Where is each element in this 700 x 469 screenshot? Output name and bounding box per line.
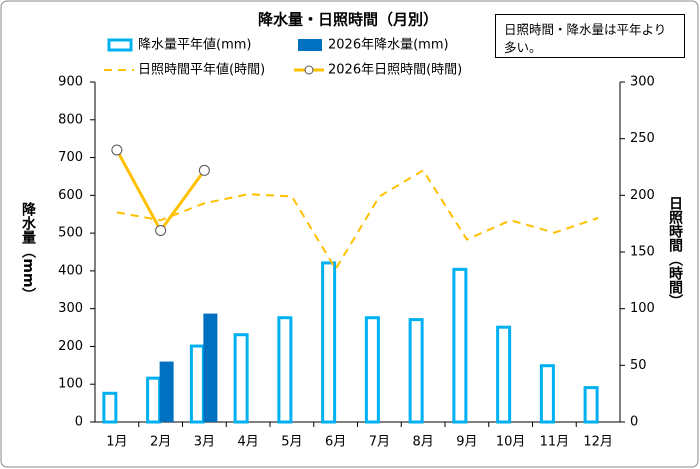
y-axis-label: 降水量（mm）: [20, 202, 37, 302]
x-tick-label: 10月: [496, 435, 526, 450]
x-tick-label: 12月: [583, 435, 613, 450]
x-tick-label: 8月: [412, 435, 433, 450]
legend-label: 2026年日照時間(時間): [328, 63, 462, 78]
y2-tick-label: 150: [630, 245, 655, 260]
marker: [155, 224, 167, 236]
y-tick-label: 0: [75, 415, 83, 430]
legend-swatch: [298, 39, 322, 51]
bar: [364, 316, 380, 424]
bar: [452, 267, 468, 424]
legend-label: 日照時間平年値(時間): [138, 62, 265, 78]
legend-swatch: [107, 38, 133, 52]
bar: [277, 316, 293, 424]
y2-tick-label: 100: [630, 301, 655, 316]
bar: [146, 376, 162, 424]
y-tick-label: 100: [58, 377, 83, 392]
marker: [111, 144, 123, 156]
x-tick-label: 5月: [281, 435, 302, 450]
bar: [583, 386, 599, 424]
bar: [203, 313, 218, 422]
legend-label: 降水量平年値(mm): [138, 37, 251, 53]
y-tick-label: 400: [58, 263, 83, 278]
y-tick-label: 200: [58, 339, 83, 354]
legend-label: 2026年降水量(mm): [328, 38, 449, 53]
y-tick-label: 900: [58, 75, 83, 90]
chart-title: 降水量・日照時間（月別）: [258, 11, 438, 29]
x-tick-label: 1月: [106, 435, 127, 450]
x-tick-label: 6月: [325, 435, 346, 450]
x-tick-label: 2月: [150, 435, 171, 450]
y-tick-label: 700: [58, 150, 83, 165]
bar: [539, 364, 555, 424]
x-tick-label: 11月: [540, 435, 570, 450]
y-tick-label: 500: [58, 226, 83, 241]
bar: [102, 391, 118, 424]
y2-tick-label: 200: [630, 188, 655, 203]
x-tick-label: 9月: [456, 435, 477, 450]
y2-tick-label: 250: [630, 131, 655, 146]
legend-marker: [304, 65, 314, 75]
line: [116, 169, 599, 271]
y2-axis-label: 日照時間（時間）: [667, 196, 684, 308]
x-tick-label: 7月: [369, 435, 390, 450]
y-tick-label: 800: [58, 112, 83, 127]
x-tick-label: 4月: [237, 435, 258, 450]
bar: [159, 361, 174, 422]
y2-tick-label: 0: [630, 415, 638, 430]
marker: [198, 164, 210, 176]
bar: [321, 261, 337, 424]
bar: [189, 344, 205, 424]
y-tick-label: 600: [58, 188, 83, 203]
annotation: 日照時間・降水量は平年より多い。: [495, 14, 685, 58]
bar: [233, 333, 249, 424]
y2-tick-label: 300: [630, 75, 655, 90]
y2-tick-label: 50: [630, 358, 647, 373]
y-tick-label: 300: [58, 301, 83, 316]
bar: [408, 318, 424, 424]
x-tick-label: 3月: [194, 435, 215, 450]
bar: [496, 325, 512, 424]
